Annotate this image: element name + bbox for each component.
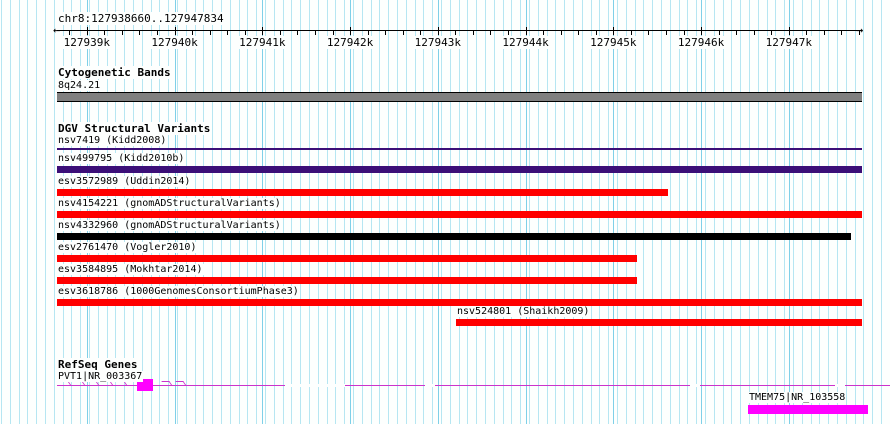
feature-label-nsv499795: nsv499795 (Kidd2010b) <box>57 153 186 164</box>
ruler-tick-minor <box>139 30 140 35</box>
ruler-tick-minor <box>824 30 825 35</box>
gene-line-gap <box>425 384 435 387</box>
ruler-tick-label: 127940k <box>150 36 199 49</box>
feature-label-nsv4332960: nsv4332960 (gnomADStructuralVariants) <box>57 220 282 231</box>
ruler-tick-minor <box>841 30 842 35</box>
ruler-tick-minor <box>578 30 579 35</box>
ruler-tick-minor <box>455 30 456 35</box>
gene-line-pvt1[interactable] <box>57 385 890 386</box>
ruler-tick-minor <box>666 30 667 35</box>
ruler-tick-minor <box>157 30 158 35</box>
ruler-tick-major <box>788 27 790 35</box>
variant-bar-nsv4332960[interactable] <box>57 233 851 240</box>
ruler-tick-minor <box>420 30 421 35</box>
ruler-tick-label: 127945k <box>589 36 638 49</box>
feature-label-esv2761470: esv2761470 (Vogler2010) <box>57 242 198 253</box>
cytoband-bar[interactable] <box>57 92 862 102</box>
ruler-tick-minor <box>631 30 632 35</box>
ruler-tick-minor <box>736 30 737 35</box>
ruler-tick-minor <box>69 30 70 35</box>
ruler-tick-minor <box>104 30 105 35</box>
ruler-tick-label: 127947k <box>764 36 813 49</box>
ruler-tick-major <box>86 27 88 35</box>
ruler-tick-minor <box>403 30 404 35</box>
track-title-refseq-genes: RefSeq Genes <box>57 358 139 371</box>
ruler-tick-label: 127946k <box>676 36 726 49</box>
feature-label-nsv4154221: nsv4154221 (gnomADStructuralVariants) <box>57 198 282 209</box>
gene-line-gap <box>690 384 700 387</box>
ruler-tick-major <box>613 27 615 35</box>
variant-bar-nsv524801[interactable] <box>456 319 862 326</box>
ruler-tick-minor <box>473 30 474 35</box>
ruler-tick-major <box>701 27 703 35</box>
ruler-tick-minor <box>771 30 772 35</box>
variant-bar-esv3572989[interactable] <box>57 189 668 196</box>
variant-bar-nsv4154221[interactable] <box>57 211 862 218</box>
ruler-tick-major <box>525 27 527 35</box>
feature-label-tmem75: TMEM75|NR_103558 <box>748 392 847 403</box>
ruler-tick-minor <box>227 30 228 35</box>
gene-exon-pvt1[interactable] <box>137 379 153 391</box>
track-title-dgv-structural-variants: DGV Structural Variants <box>57 122 212 135</box>
ruler-tick-minor <box>210 30 211 35</box>
ruler-tick-minor <box>561 30 562 35</box>
ruler-tick-minor <box>859 30 860 35</box>
ruler-tick-minor <box>648 30 649 35</box>
ruler-tick-major <box>437 27 439 35</box>
ruler-tick-label: 127943k <box>413 36 462 49</box>
ruler-tick-minor <box>719 30 720 35</box>
ruler-tick-minor <box>684 30 685 35</box>
variant-bar-esv3618786[interactable] <box>57 299 862 306</box>
ruler-tick-major <box>350 27 352 35</box>
ruler-tick-minor <box>508 30 509 35</box>
gene-line-gap <box>835 384 845 387</box>
ruler-tick-label: 127939k <box>62 36 112 49</box>
ruler-tick-minor <box>368 30 369 35</box>
ruler-tick-minor <box>192 30 193 35</box>
feature-label-nsv524801: nsv524801 (Shaikh2009) <box>456 306 591 317</box>
ruler-tick-label: 127941k <box>238 36 287 49</box>
gene-exon-tmem75[interactable] <box>748 405 868 414</box>
ruler-axis <box>57 30 862 31</box>
ruler-left-arrow-icon: ← <box>53 23 61 37</box>
feature-label-nsv7419: nsv7419 (Kidd2008) <box>57 135 168 146</box>
ruler-tick-minor <box>385 30 386 35</box>
feature-label-cytoband: 8q24.21 <box>57 80 102 91</box>
ruler-tick-minor <box>543 30 544 35</box>
variant-bar-nsv499795[interactable] <box>57 166 862 173</box>
ruler-tick-minor <box>333 30 334 35</box>
ruler-tick-minor <box>122 30 123 35</box>
ruler-tick-major <box>262 27 264 35</box>
ruler-tick-minor <box>315 30 316 35</box>
ruler-tick-minor <box>596 30 597 35</box>
ruler-tick-label: 127944k <box>501 36 550 49</box>
track-title-cytogenetic-bands: Cytogenetic Bands <box>57 66 172 79</box>
ruler-tick-minor <box>490 30 491 35</box>
ruler-tick-minor <box>754 30 755 35</box>
feature-label-pvt1: PVT1|NR_003367 <box>57 371 144 382</box>
feature-label-esv3584895: esv3584895 (Mokhtar2014) <box>57 264 204 275</box>
ruler-tick-label: 127942k <box>325 36 375 49</box>
variant-bar-esv2761470[interactable] <box>57 255 637 262</box>
ruler-tick-minor <box>297 30 298 35</box>
variant-bar-esv3584895[interactable] <box>57 277 637 284</box>
feature-label-esv3572989: esv3572989 (Uddin2014) <box>57 176 192 187</box>
ruler-tick-minor <box>245 30 246 35</box>
ruler-tick-major <box>174 27 176 35</box>
variant-bar-nsv7419[interactable] <box>57 148 862 150</box>
ruler-tick-minor <box>806 30 807 35</box>
gene-line-gap <box>285 384 345 387</box>
ruler-tick-minor <box>280 30 281 35</box>
locus-label: chr8:127938660..127947834 <box>57 12 225 25</box>
feature-label-esv3618786: esv3618786 (1000GenomesConsortiumPhase3) <box>57 286 300 297</box>
